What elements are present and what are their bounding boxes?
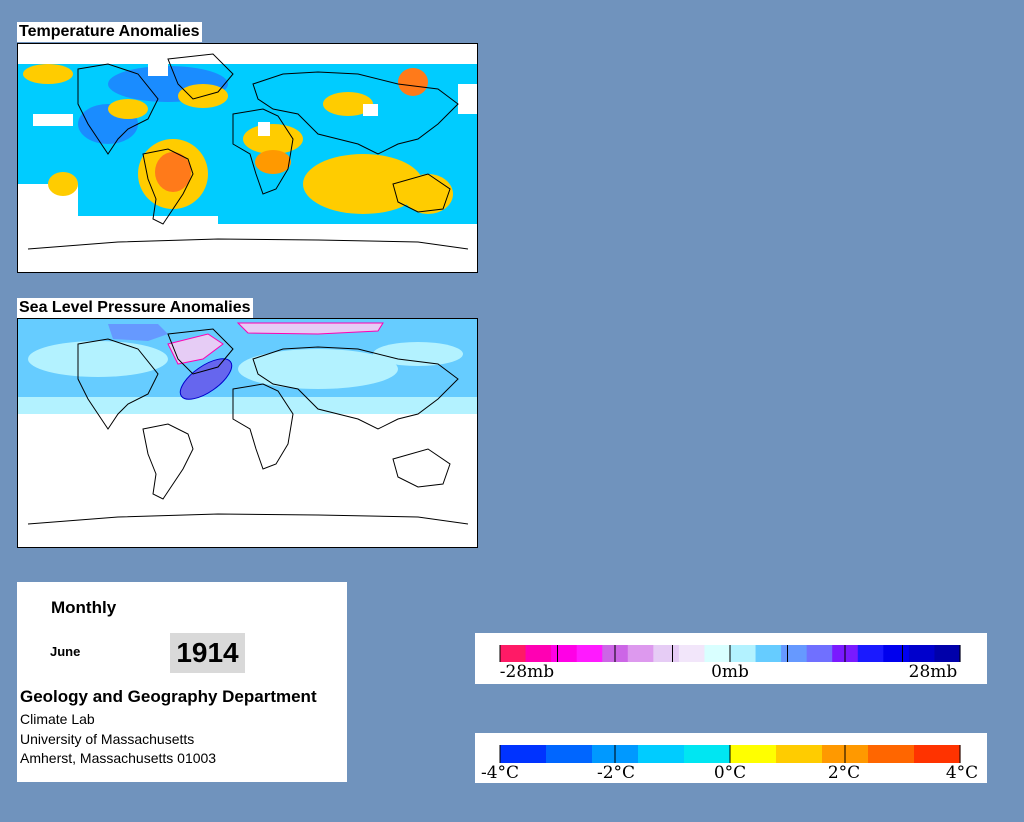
pressure-swatch — [525, 645, 552, 662]
year-label: 1914 — [170, 633, 245, 673]
address-line: Amherst, Massachusetts 01003 — [20, 750, 217, 766]
info-panel: Monthly June 1914 Geology and Geography … — [17, 582, 347, 782]
pressure-tick-label: -28mb — [500, 662, 554, 682]
coastlines — [27, 53, 469, 250]
pressure-map-title: Sea Level Pressure Anomalies — [17, 298, 253, 318]
pressure-swatch — [500, 645, 527, 662]
temperature-swatch — [730, 745, 777, 763]
address-line: Climate Lab — [20, 711, 95, 727]
temperature-swatch — [638, 745, 685, 763]
temperature-legend: -4°C -2°C 0°C 2°C 4°C — [475, 733, 987, 783]
temperature-tick-label: -4°C — [481, 763, 519, 783]
temperature-swatch — [546, 745, 593, 763]
temperature-swatch — [868, 745, 915, 763]
pressure-legend: -28mb 0mb 28mb — [475, 633, 987, 684]
pressure-swatch — [627, 645, 654, 662]
temperature-field — [18, 44, 477, 272]
month-label: June — [50, 644, 81, 659]
temperature-tick-label: 0°C — [714, 763, 746, 783]
pressure-swatch — [551, 645, 578, 662]
temperature-tick-label: 2°C — [828, 763, 860, 783]
pressure-swatch — [857, 645, 884, 662]
pressure-swatch — [730, 645, 757, 662]
temperature-tick-label: -2°C — [597, 763, 635, 783]
pressure-swatch — [934, 645, 961, 662]
temperature-swatch — [684, 745, 731, 763]
pressure-color-scale — [499, 645, 961, 662]
department-label: Geology and Geography Department — [20, 687, 317, 706]
temperature-anomaly-map — [17, 43, 478, 273]
pressure-swatch — [678, 645, 706, 662]
temperature-swatch — [914, 745, 961, 763]
temperature-swatch — [500, 745, 547, 763]
temperature-tick-label: 4°C — [946, 763, 978, 783]
pressure-swatch — [883, 645, 910, 662]
pressure-swatch — [781, 645, 808, 662]
temperature-color-scale — [499, 745, 961, 763]
pressure-swatch — [704, 645, 731, 662]
pressure-swatch — [806, 645, 833, 662]
temperature-swatch — [776, 745, 823, 763]
address-line: University of Massachusetts — [20, 731, 195, 747]
pressure-tick-label: 28mb — [909, 662, 958, 682]
pressure-swatch — [576, 645, 603, 662]
pressure-anomaly-map — [17, 318, 478, 548]
pressure-swatch — [653, 645, 680, 662]
frequency-label: Monthly — [51, 598, 117, 617]
pressure-field — [18, 319, 477, 414]
pressure-swatch — [908, 645, 936, 662]
pressure-swatch — [755, 645, 782, 662]
pressure-tick-label: 0mb — [711, 662, 749, 682]
temperature-map-title: Temperature Anomalies — [17, 22, 202, 42]
coastlines — [27, 328, 469, 525]
